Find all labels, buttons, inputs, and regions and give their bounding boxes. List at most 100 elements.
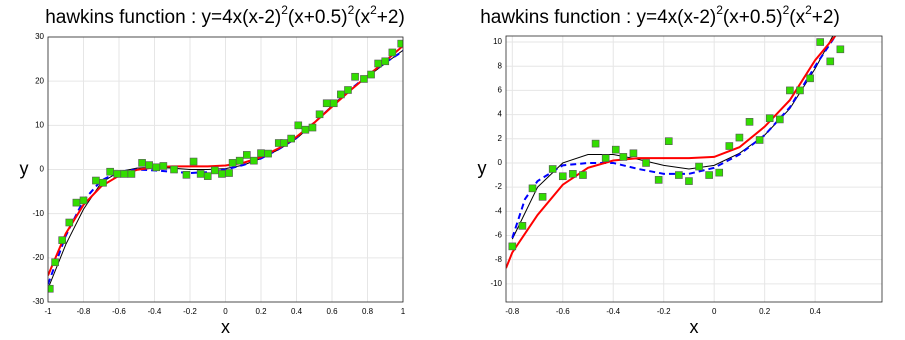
- x-tick-label: 1: [401, 307, 406, 316]
- data-point: [182, 171, 191, 179]
- data-point: [816, 38, 824, 46]
- x-tick-label: 0.6: [326, 307, 338, 316]
- x-tick-label: -0.8: [77, 307, 91, 316]
- data-point: [397, 39, 403, 48]
- data-point: [765, 114, 774, 123]
- title-part: hawkins function : y=4x(x-2): [480, 7, 716, 28]
- data-point: [558, 172, 567, 181]
- x-tick-label: 0.4: [810, 307, 822, 316]
- data-point: [322, 99, 331, 108]
- fit-line: [511, 36, 834, 240]
- data-point: [196, 170, 205, 178]
- data-point: [308, 123, 317, 132]
- data-point: [170, 165, 178, 174]
- x-tick-label: -0.6: [556, 307, 570, 316]
- data-point: [367, 70, 375, 79]
- data-point: [836, 45, 845, 54]
- title-superscript: 2: [281, 3, 288, 17]
- y-tick-label: 10: [493, 37, 502, 46]
- data-point: [203, 172, 212, 180]
- y-tick-label: 30: [35, 32, 44, 41]
- y-tick-label: 10: [35, 120, 44, 129]
- data-point: [48, 284, 54, 293]
- y-tick-label: -4: [495, 206, 503, 215]
- y-tick-label: -10: [490, 279, 502, 288]
- data-point: [695, 162, 703, 171]
- y-axis-label: y: [478, 158, 487, 178]
- data-point: [715, 168, 724, 177]
- title-superscript: 2: [783, 3, 790, 17]
- title-part: hawkins function : y=4x(x-2): [45, 7, 281, 28]
- y-tick-label: 8: [498, 61, 503, 70]
- data-point: [654, 176, 663, 184]
- data-point: [351, 72, 359, 81]
- title-part: (x: [354, 7, 370, 28]
- y-tick-label: 20: [35, 76, 44, 85]
- data-point: [381, 57, 390, 66]
- data-point: [745, 118, 754, 126]
- plot-area: [506, 36, 882, 302]
- x-tick-label: -0.2: [657, 307, 671, 316]
- data-point: [538, 193, 547, 201]
- axes-box: [47, 36, 404, 303]
- data-point: [257, 149, 265, 157]
- y-tick-label: 0: [40, 165, 45, 174]
- x-tick-label: 0.8: [362, 307, 374, 316]
- data-point: [629, 149, 638, 158]
- data-point: [775, 115, 784, 124]
- data-point: [796, 86, 804, 95]
- data-point: [92, 176, 100, 185]
- plot-content: [48, 39, 403, 293]
- data-point: [315, 110, 324, 119]
- data-point: [120, 170, 129, 178]
- data-point: [51, 258, 59, 267]
- y-tick-label: -20: [32, 253, 44, 262]
- data-point: [601, 154, 610, 162]
- data-point: [294, 121, 303, 130]
- y-tick-label: 4: [498, 110, 503, 119]
- axes-box: [505, 35, 883, 303]
- title-superscript: 2: [348, 3, 355, 17]
- x-tick-label: -0.4: [606, 307, 620, 316]
- y-tick-label: -2: [495, 182, 503, 191]
- data-point: [518, 222, 527, 230]
- data-point: [228, 159, 237, 167]
- title-superscript: 2: [716, 3, 723, 17]
- y-tick-label: -8: [495, 255, 503, 264]
- title-part: (x+0.5): [723, 7, 783, 28]
- y-tick-label: 6: [498, 86, 503, 95]
- data-point: [58, 236, 67, 244]
- data-point: [280, 139, 288, 147]
- subplot: hawkins function : y=4x(x-2)2(x+0.5)2(x2…: [20, 3, 406, 337]
- title-part: (x+0.5): [288, 7, 348, 28]
- data-point: [99, 178, 107, 187]
- x-tick-label: 0: [712, 307, 717, 316]
- title-superscript: 2: [370, 3, 377, 17]
- data-point: [806, 74, 814, 83]
- y-tick-label: 0: [498, 158, 503, 167]
- data-point: [337, 90, 345, 99]
- x-tick-label: 0: [223, 307, 228, 316]
- data-point: [388, 48, 397, 57]
- x-tick-label: -0.6: [112, 307, 126, 316]
- data-point: [685, 177, 693, 185]
- chart-title: hawkins function : y=4x(x-2)2(x+0.5)2(x2…: [480, 3, 840, 28]
- title-part: +2): [812, 7, 840, 28]
- y-tick-label: -30: [32, 297, 44, 306]
- data-point: [508, 242, 517, 251]
- data-point: [725, 142, 734, 150]
- data-point: [145, 161, 153, 169]
- y-axis-label: y: [20, 158, 29, 178]
- data-point: [159, 162, 168, 170]
- data-point: [360, 75, 368, 83]
- data-point: [301, 125, 310, 134]
- title-superscript: 2: [805, 3, 812, 17]
- x-tick-label: 0.4: [291, 307, 303, 316]
- x-tick-label: 0.2: [759, 307, 771, 316]
- data-point: [642, 159, 650, 167]
- data-point: [218, 170, 226, 178]
- data-point: [189, 157, 198, 166]
- data-point: [243, 151, 251, 159]
- data-point: [250, 156, 258, 165]
